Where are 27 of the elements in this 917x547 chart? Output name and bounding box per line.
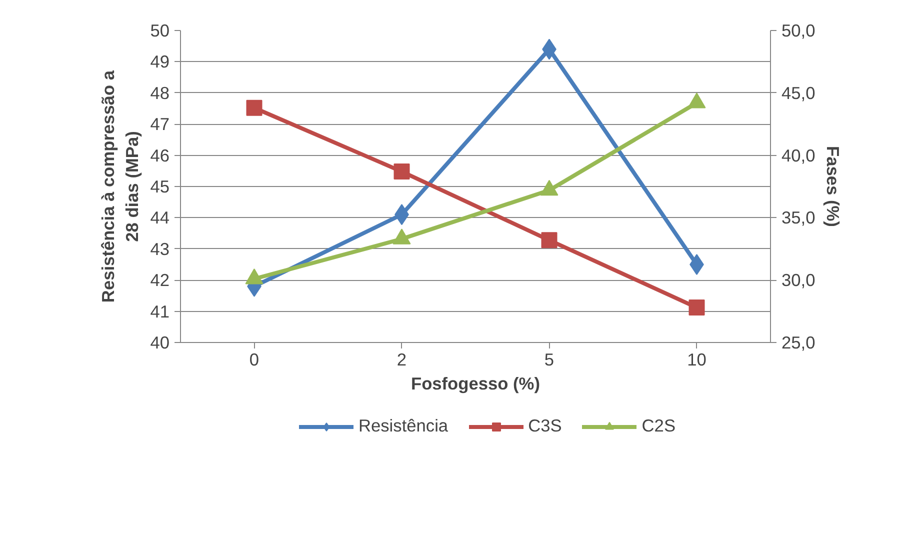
legend-label: C3S [528,416,562,436]
y2-tick-label: 40,0 [782,145,816,166]
x-tick-label: 0 [249,350,260,370]
y2-tick-label: 35,0 [782,208,816,228]
y2-tick-label: 45,0 [782,82,816,103]
legend-label: Resistência [358,416,448,436]
x-axis-title: Fosfogesso (%) [411,374,540,394]
y-tick-label: 49 [150,52,170,72]
y2-tick-label: 25,0 [782,332,816,352]
y-tick-label: 46 [150,145,170,166]
y-tick-label: 43 [150,238,170,259]
y2-tick-label: 30,0 [782,270,816,290]
x-tick-label: 2 [396,350,407,370]
y2-tick-label: 50,0 [782,20,816,40]
y2-axis-title: Fases (%) [823,146,844,227]
y-tick-label: 44 [150,208,170,228]
y-tick-label: 47 [150,114,170,134]
x-tick-label: 10 [687,350,706,370]
y-tick-label: 42 [150,270,170,290]
x-tick-label: 5 [544,350,554,370]
y-tick-label: 41 [150,301,170,322]
y-tick-label: 40 [150,332,170,352]
legend-label: C2S [642,416,676,436]
y-tick-label: 50 [150,20,170,40]
y-tick-label: 45 [150,176,170,196]
y-axis-title: Resistência à compressão a 28 dias (MPa) [98,70,142,303]
y-tick-label: 48 [150,82,170,103]
